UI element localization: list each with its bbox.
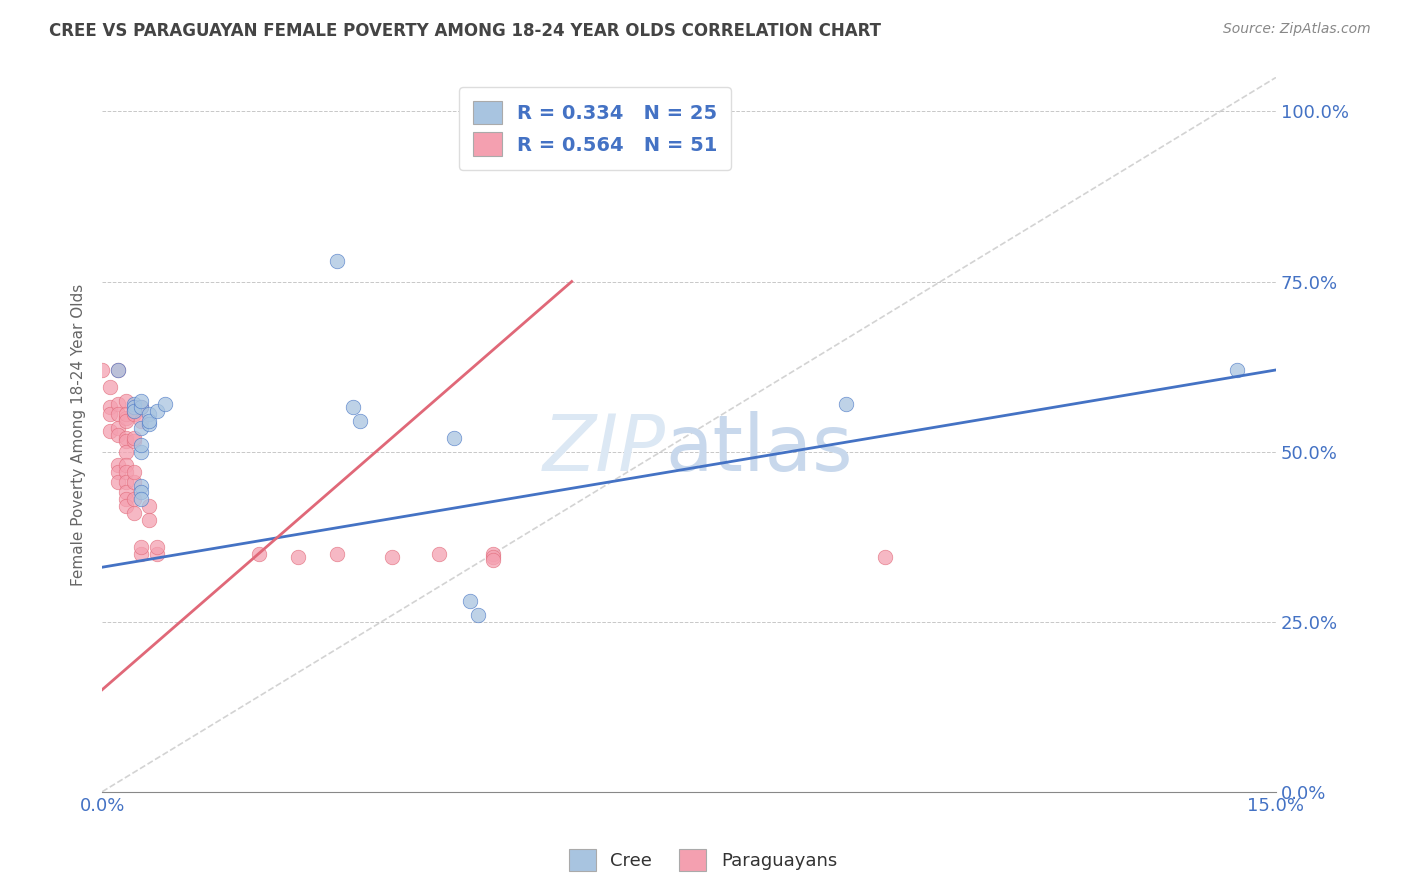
Point [131, 485, 153, 500]
Point [342, 401, 364, 415]
Point [131, 540, 153, 554]
Legend: Cree, Paraguayans: Cree, Paraguayans [561, 842, 845, 879]
Point [98, 424, 121, 438]
Point [834, 397, 856, 411]
Point [107, 427, 129, 442]
Point [153, 397, 176, 411]
Point [138, 417, 160, 432]
Point [107, 407, 129, 421]
Point [122, 434, 145, 449]
Point [326, 547, 349, 561]
Point [122, 492, 145, 507]
Point [131, 393, 153, 408]
Point [122, 465, 145, 479]
Point [114, 393, 136, 408]
Point [138, 414, 160, 428]
Point [114, 492, 136, 507]
Point [443, 431, 465, 445]
Point [114, 434, 136, 449]
Point [326, 254, 349, 268]
Point [107, 465, 129, 479]
Point [131, 547, 153, 561]
Point [146, 540, 169, 554]
Point [114, 475, 136, 490]
Point [131, 421, 153, 435]
Point [138, 407, 160, 421]
Point [114, 499, 136, 513]
Text: CREE VS PARAGUAYAN FEMALE POVERTY AMONG 18-24 YEAR OLDS CORRELATION CHART: CREE VS PARAGUAYAN FEMALE POVERTY AMONG … [49, 22, 882, 40]
Point [131, 401, 153, 415]
Point [114, 444, 136, 458]
Point [482, 547, 505, 561]
Point [122, 403, 145, 417]
Point [114, 431, 136, 445]
Point [122, 475, 145, 490]
Point [146, 403, 169, 417]
Y-axis label: Female Poverty Among 18-24 Year Olds: Female Poverty Among 18-24 Year Olds [72, 284, 86, 586]
Point [131, 478, 153, 492]
Point [114, 407, 136, 421]
Point [107, 363, 129, 377]
Point [138, 513, 160, 527]
Point [122, 403, 145, 417]
Point [114, 458, 136, 473]
Point [873, 549, 896, 564]
Point [458, 594, 481, 608]
Point [122, 407, 145, 421]
Point [107, 363, 129, 377]
Point [287, 549, 309, 564]
Point [146, 547, 169, 561]
Point [122, 431, 145, 445]
Point [467, 607, 489, 622]
Point [138, 499, 160, 513]
Point [107, 475, 129, 490]
Point [131, 401, 153, 415]
Point [131, 444, 153, 458]
Text: ZIP: ZIP [543, 411, 665, 487]
Point [482, 549, 505, 564]
Point [349, 414, 371, 428]
Point [247, 547, 270, 561]
Point [482, 553, 505, 567]
Point [98, 380, 121, 394]
Point [131, 492, 153, 507]
Point [114, 410, 136, 425]
Text: Source: ZipAtlas.com: Source: ZipAtlas.com [1223, 22, 1371, 37]
Point [107, 421, 129, 435]
Point [1226, 363, 1249, 377]
Point [114, 414, 136, 428]
Point [122, 397, 145, 411]
Legend: R = 0.334   N = 25, R = 0.564   N = 51: R = 0.334 N = 25, R = 0.564 N = 51 [458, 87, 731, 169]
Point [98, 407, 121, 421]
Point [131, 414, 153, 428]
Point [427, 547, 450, 561]
Point [122, 401, 145, 415]
Point [114, 485, 136, 500]
Point [107, 458, 129, 473]
Point [91, 363, 114, 377]
Text: atlas: atlas [665, 411, 853, 487]
Point [131, 438, 153, 452]
Point [381, 549, 404, 564]
Point [107, 397, 129, 411]
Point [98, 401, 121, 415]
Point [114, 465, 136, 479]
Point [122, 506, 145, 520]
